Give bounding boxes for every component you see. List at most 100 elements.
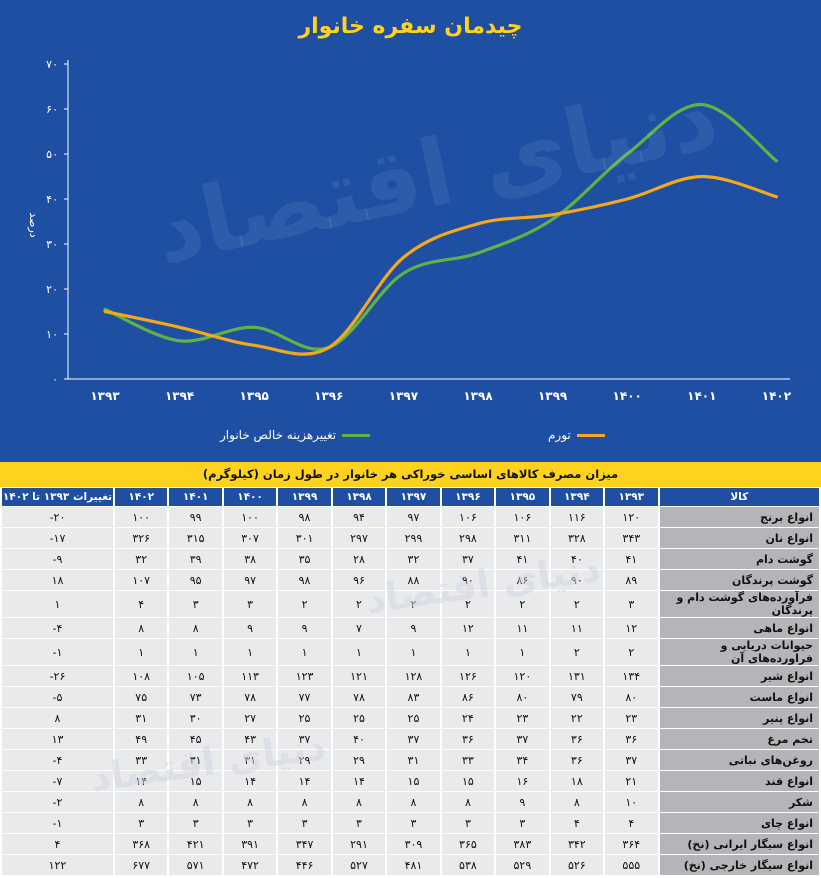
legend-item-expense: تغییرهزینه خالص خانوار [220, 428, 371, 442]
header-year: ۱۳۹۵ [496, 488, 549, 506]
item-cell: انواع نان [659, 528, 819, 548]
change-cell: -۱ [2, 639, 113, 665]
change-cell: ۱۸ [2, 570, 113, 590]
legend-label-inflation: تورم [548, 428, 571, 442]
value-cell: ۱۱۶ [550, 507, 604, 527]
value-cell: ۳ [223, 813, 277, 833]
value-cell: ۲ [496, 591, 549, 617]
item-cell: انواع ماهی [659, 618, 819, 638]
value-cell: ۲۴ [441, 708, 495, 728]
value-cell: ۵۲۶ [550, 855, 604, 875]
value-cell: ۳ [441, 813, 495, 833]
value-cell: ۳ [496, 813, 549, 833]
value-cell: ۲ [550, 591, 604, 617]
value-cell: ۱۱ [496, 618, 549, 638]
value-cell: ۱ [278, 639, 331, 665]
value-cell: ۱۲ [441, 618, 495, 638]
change-cell: -۱ [2, 813, 113, 833]
value-cell: ۳۴ [496, 750, 549, 770]
value-cell: ۳ [387, 813, 440, 833]
header-year: ۱۳۹۴ [550, 488, 604, 506]
table-row: ۱ ۴ ۳ ۳ ۲ ۲ ۲ ۲ ۲ ۲ ۳ فرآورده‌های گوشت دام و پرندگا… [2, 591, 819, 617]
value-cell: ۱ [496, 639, 549, 665]
value-cell: ۷۵ [114, 687, 168, 707]
value-cell: ۲ [332, 591, 386, 617]
value-cell: ۹۰ [441, 570, 495, 590]
value-cell: ۱۰۷ [114, 570, 168, 590]
table-row: ۱۸ ۱۰۷ ۹۵ ۹۷ ۹۸ ۹۶ ۸۸ ۹۰ ۸۶ ۹۰ ۸۹ گوشت پرندگان [2, 570, 819, 590]
value-cell: ۲ [278, 591, 331, 617]
change-cell: -۹ [2, 549, 113, 569]
item-cell: انواع سیگار ایرانی (نخ) [659, 834, 819, 854]
value-cell: ۹۴ [332, 507, 386, 527]
y-tick-label: ۰ [52, 373, 58, 386]
legend-swatch-orange [576, 433, 605, 437]
value-cell: ۱ [332, 639, 386, 665]
value-cell: ۱۳۴ [605, 666, 658, 686]
value-cell: ۳۲ [114, 549, 168, 569]
x-tick-label: ۱۴۰۲ [762, 389, 792, 403]
value-cell: ۸۰ [496, 687, 549, 707]
chart-title: چیدمان سفره خانوار [298, 14, 523, 39]
value-cell: ۱۲۰ [605, 507, 658, 527]
value-cell: ۳ [332, 813, 386, 833]
value-cell: ۸۹ [605, 570, 658, 590]
value-cell: ۱۱۳ [223, 666, 277, 686]
x-tick-label: ۱۳۹۶ [314, 389, 343, 403]
table-row: -۷ ۱۴ ۱۵ ۱۴ ۱۴ ۱۴ ۱۵ ۱۵ ۱۶ ۱۸ ۲۱ انواع قند [2, 771, 819, 791]
value-cell: ۷ [332, 618, 386, 638]
item-cell: انواع پنیر [659, 708, 819, 728]
change-cell: -۱۷ [2, 528, 113, 548]
value-cell: ۳۹ [169, 549, 222, 569]
change-cell: ۱۳ [2, 729, 113, 749]
value-cell: ۱۰۶ [496, 507, 549, 527]
value-cell: ۱۲۰ [496, 666, 549, 686]
value-cell: ۱۵ [441, 771, 495, 791]
value-cell: ۲۵ [387, 708, 440, 728]
value-cell: ۳۰۷ [223, 528, 277, 548]
value-cell: ۲ [387, 591, 440, 617]
item-cell: شکر [659, 792, 819, 812]
value-cell: ۴ [550, 813, 604, 833]
y-axis-label: درصد [27, 212, 40, 237]
value-cell: ۲۹ [332, 750, 386, 770]
table-row: -۴ ۳۳ ۳۱ ۳۱ ۲۹ ۲۹ ۳۱ ۳۳ ۳۴ ۳۶ ۳۷ روغن‌های نباتی [2, 750, 819, 770]
value-cell: ۲۷ [223, 708, 277, 728]
table-header-row: تغییرات ۱۳۹۳ تا ۱۴۰۲ ۱۴۰۲ ۱۴۰۱ ۱۴۰۰ ۱۳۹۹ ۱۳۹۸… [2, 488, 819, 506]
value-cell: ۳۱ [169, 750, 222, 770]
value-cell: ۸۳ [387, 687, 440, 707]
value-cell: ۵۲۹ [496, 855, 549, 875]
value-cell: ۳۰۹ [387, 834, 440, 854]
change-cell: -۲۰ [2, 507, 113, 527]
value-cell: ۲۹۱ [332, 834, 386, 854]
value-cell: ۴۸۱ [387, 855, 440, 875]
item-cell: انواع برنج [659, 507, 819, 527]
item-cell: تخم مرغ [659, 729, 819, 749]
item-cell: انواع چای [659, 813, 819, 833]
value-cell: ۴۱ [605, 549, 658, 569]
header-change: تغییرات ۱۳۹۳ تا ۱۴۰۲ [2, 488, 113, 506]
value-cell: ۴۷۲ [223, 855, 277, 875]
value-cell: ۸۸ [387, 570, 440, 590]
value-cell: ۱۴ [114, 771, 168, 791]
value-cell: ۴ [114, 591, 168, 617]
y-tick-label: ۲۰ [46, 283, 58, 296]
value-cell: ۳ [169, 813, 222, 833]
table-row: -۴ ۸ ۸ ۹ ۹ ۷ ۹ ۱۲ ۱۱ ۱۱ ۱۲ انواع ماهی [2, 618, 819, 638]
value-cell: ۳۷ [441, 549, 495, 569]
value-cell: ۱۲۳ [278, 666, 331, 686]
table-row: ۱۲۲ ۶۷۷ ۵۷۱ ۴۷۲ ۴۴۶ ۵۲۷ ۴۸۱ ۵۳۸ ۵۲۹ ۵۲۶ ۵۵۵ انواع س… [2, 855, 819, 875]
value-cell: ۷۸ [332, 687, 386, 707]
item-cell: انواع شیر [659, 666, 819, 686]
y-tick-label: ۶۰ [46, 103, 58, 116]
value-cell: ۸۶ [441, 687, 495, 707]
value-cell: ۹۵ [169, 570, 222, 590]
value-cell: ۸ [387, 792, 440, 812]
change-cell: -۲ [2, 792, 113, 812]
value-cell: ۱۰۰ [223, 507, 277, 527]
value-cell: ۱۵ [387, 771, 440, 791]
value-cell: ۴۰ [550, 549, 604, 569]
item-cell: انواع قند [659, 771, 819, 791]
value-cell: ۳۸۳ [496, 834, 549, 854]
item-cell: گوشت پرندگان [659, 570, 819, 590]
